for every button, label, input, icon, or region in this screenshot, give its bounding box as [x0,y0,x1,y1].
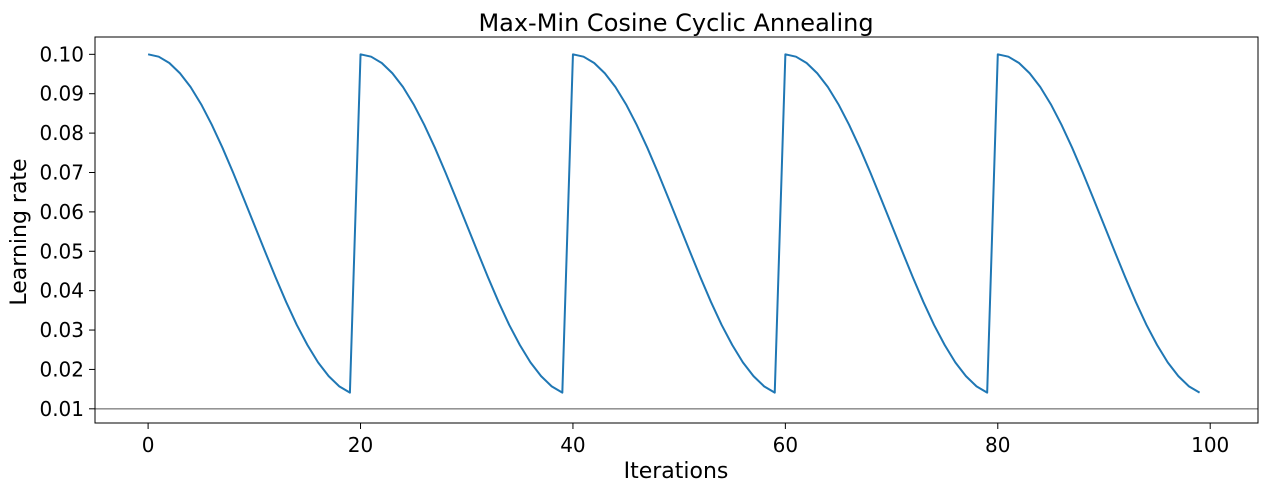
y-tick-label: 0.09 [39,82,84,106]
x-tick-label: 40 [560,433,585,457]
y-axis: 0.01 0.02 0.03 0.04 0.05 0.06 0.07 0.08 0.09 0.10 [39,42,95,421]
x-tick-label: 60 [773,433,798,457]
y-tick-label: 0.01 [39,397,84,421]
y-tick-label: 0.10 [39,42,84,66]
x-tick-label: 80 [985,433,1010,457]
y-tick-label: 0.07 [39,160,84,184]
series-line [147,53,1201,394]
x-tick-label: 100 [1191,433,1229,457]
y-axis-label: Learning rate [7,158,32,305]
y-tick-label: 0.03 [39,318,84,342]
y-tick-label: 0.05 [39,239,84,263]
x-tick-label: 20 [348,433,373,457]
chart-title: Max-Min Cosine Cyclic Annealing [478,9,873,37]
y-tick-label: 0.08 [39,121,84,145]
x-axis-label: Iterations [624,459,729,484]
plot-area [95,53,1258,410]
y-tick-label: 0.04 [39,279,84,303]
x-tick-label: 0 [142,433,155,457]
y-tick-label: 0.02 [39,357,84,381]
x-axis: 0 20 40 60 80 100 [142,423,1229,457]
y-tick-label: 0.06 [39,200,84,224]
axes-frame [94,36,1259,424]
